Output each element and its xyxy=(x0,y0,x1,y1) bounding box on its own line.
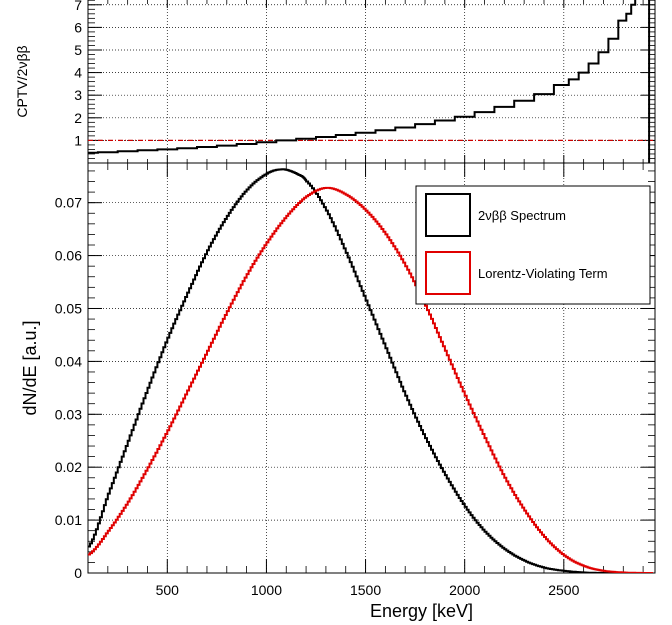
spectrum-xtick-label: 2000 xyxy=(449,582,480,598)
spectrum-ytick-label: 0.02 xyxy=(55,459,82,475)
ratio-ylabel: CPTV/2νββ xyxy=(14,45,30,117)
legend-label-1: Lorentz-Violating Term xyxy=(478,266,608,281)
spectrum-xtick-label: 500 xyxy=(156,582,180,598)
ratio-frame xyxy=(87,0,656,164)
spectrum-xtick-label: 1000 xyxy=(251,582,282,598)
legend-swatch-1 xyxy=(425,251,471,295)
legend-label-0: 2νββ Spectrum xyxy=(478,208,566,223)
ratio-ytick-label: 7 xyxy=(74,0,82,13)
spectrum-frame xyxy=(87,162,656,574)
spectrum-ytick-label: 0 xyxy=(74,565,82,581)
spectrum-ytick-label: 0.06 xyxy=(55,248,82,264)
legend-swatch-0 xyxy=(425,193,471,237)
ratio-series-line-0 xyxy=(88,0,651,163)
ratio-ytick-label: 5 xyxy=(74,42,82,58)
ratio-ytick-label: 2 xyxy=(74,110,82,126)
spectrum-grid xyxy=(88,163,655,573)
spectrum-ytick-label: 0.07 xyxy=(55,195,82,211)
spectrum-series-line-0 xyxy=(88,168,644,573)
spectrum-legend: 2νββ Spectrum Lorentz-Violating Term xyxy=(415,185,651,305)
spectrum-xlabel: Energy [keV] xyxy=(370,601,473,621)
spectrum-ytick-label: 0.04 xyxy=(55,353,82,369)
ratio-grid xyxy=(88,0,655,163)
ratio-ytick-label: 6 xyxy=(74,19,82,35)
legend-box xyxy=(415,185,651,305)
spectrum-panel: 0 0.01 0.02 0.03 0.04 0.05 0.06 0.07 500 1000 1500… xyxy=(20,162,656,621)
spectrum-series-line-1 xyxy=(88,186,653,573)
spectrum-ytick-label: 0.01 xyxy=(55,512,82,528)
spectrum-ylabel: dN/dE [a.u.] xyxy=(20,320,40,415)
ratio-ytick-label: 1 xyxy=(74,132,82,148)
spectrum-ytick-label: 0.03 xyxy=(55,406,82,422)
ratio-ytick-label: 4 xyxy=(74,65,82,81)
spectrum-ytick-label: 0.05 xyxy=(55,300,82,316)
ratio-ytick-label: 3 xyxy=(74,87,82,103)
spectrum-xtick-label: 2500 xyxy=(548,582,579,598)
spectrum-xtick-label: 1500 xyxy=(350,582,381,598)
ratio-panel: 1 2 3 4 5 6 7 CPTV/2νββ xyxy=(14,0,656,164)
